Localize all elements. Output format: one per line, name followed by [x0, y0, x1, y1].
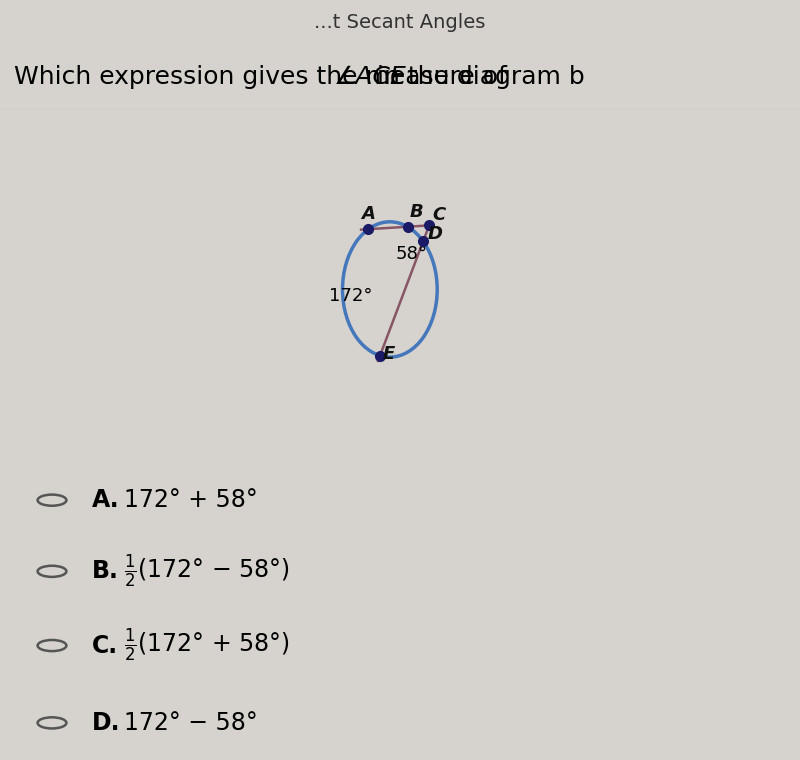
Text: 172°: 172°	[330, 287, 373, 306]
Text: D.: D.	[92, 711, 121, 735]
Text: $\frac{1}{2}$(172° + 58°): $\frac{1}{2}$(172° + 58°)	[124, 627, 290, 664]
Text: ∠ACE: ∠ACE	[334, 65, 406, 89]
Text: 172° − 58°: 172° − 58°	[124, 711, 258, 735]
Text: Which expression gives the measure of: Which expression gives the measure of	[14, 65, 515, 89]
Text: C: C	[433, 206, 446, 223]
Text: A: A	[361, 205, 374, 223]
Text: B.: B.	[92, 559, 119, 584]
Text: ...t Secant Angles: ...t Secant Angles	[314, 13, 486, 32]
Text: C.: C.	[92, 634, 118, 657]
Text: in the diagram b: in the diagram b	[369, 65, 585, 89]
Text: 58°: 58°	[396, 245, 428, 263]
Text: A.: A.	[92, 488, 120, 512]
Text: $\frac{1}{2}$(172° − 58°): $\frac{1}{2}$(172° − 58°)	[124, 553, 290, 590]
Text: D: D	[427, 225, 442, 243]
Text: 172° + 58°: 172° + 58°	[124, 488, 258, 512]
Text: B: B	[410, 203, 423, 220]
Text: E: E	[382, 345, 395, 363]
